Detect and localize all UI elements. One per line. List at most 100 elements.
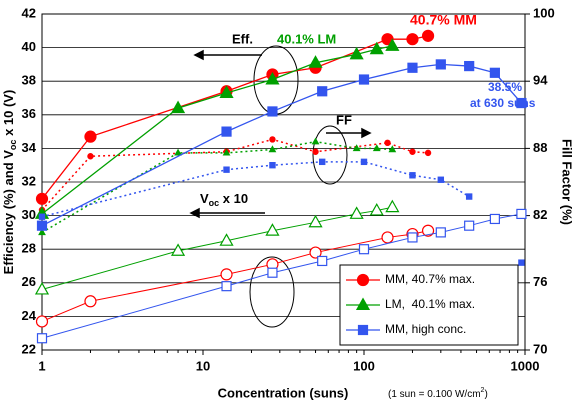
marker	[170, 243, 186, 256]
marker	[358, 244, 370, 255]
series-line	[41, 35, 429, 200]
marker	[518, 259, 525, 266]
marker	[267, 267, 278, 278]
marker	[265, 71, 280, 85]
marker	[174, 148, 182, 156]
marker	[464, 60, 475, 72]
marker	[406, 33, 419, 46]
y-tick-label: 40	[22, 39, 36, 54]
marker	[369, 41, 384, 55]
marker	[317, 255, 328, 267]
y-tick-label: 42	[22, 5, 36, 20]
y-tick-label: 28	[22, 241, 36, 256]
marker	[35, 192, 49, 205]
marker	[516, 208, 527, 220]
marker	[360, 158, 368, 166]
annotation: FF	[336, 112, 352, 127]
y-tick-label: 22	[22, 341, 36, 356]
y-tick-label: 34	[22, 140, 37, 155]
marker	[309, 246, 322, 259]
marker	[221, 126, 232, 137]
marker	[265, 223, 280, 236]
marker	[409, 172, 416, 179]
marker	[267, 106, 278, 117]
y-tick-label: 24	[22, 308, 37, 323]
marker	[407, 62, 418, 73]
x-tick-label: 10	[196, 358, 210, 373]
series-line	[41, 213, 522, 339]
marker	[311, 137, 320, 145]
annotation: 38.5%	[488, 80, 522, 94]
marker	[424, 149, 432, 157]
y2-tick-label: 94	[533, 73, 548, 88]
marker	[369, 203, 384, 216]
marker	[84, 295, 97, 308]
marker	[357, 324, 369, 336]
guides	[189, 45, 372, 328]
marker	[38, 213, 46, 220]
marker	[388, 145, 397, 153]
legend-label: MM, 40.7% max.	[385, 272, 475, 286]
annotation: Voc x 10	[200, 191, 248, 208]
marker	[372, 144, 381, 152]
marker	[36, 220, 48, 231]
annotation: Eff.	[232, 31, 253, 46]
marker	[358, 74, 370, 85]
y-axis-label: Efficiency (%) and Voc x 10 (V)	[1, 90, 18, 275]
marker	[308, 55, 323, 68]
marker	[38, 228, 46, 236]
marker	[385, 199, 400, 213]
marker	[220, 268, 233, 281]
marker	[435, 59, 446, 70]
marker	[489, 67, 500, 78]
marker	[318, 158, 326, 166]
plot: 22 24 26 28 30 32 34 36 38 40 42 70 76 82 88 94 100 1 10 10…	[22, 5, 555, 373]
marker	[355, 297, 371, 310]
series-line	[41, 63, 522, 227]
marker	[170, 100, 186, 114]
marker	[384, 139, 391, 146]
y2-tick-label: 82	[533, 207, 547, 222]
marker	[407, 232, 418, 243]
x-tick-label: 1	[38, 358, 45, 373]
marker	[219, 233, 234, 246]
marker	[269, 162, 276, 169]
x-axis-label: Concentration (suns)	[218, 385, 349, 400]
annotation: 40.7% MM	[410, 12, 477, 28]
y-tick-label: 30	[22, 207, 36, 222]
y2-tick-label: 70	[533, 341, 547, 356]
marker	[349, 46, 364, 60]
x-note: (1 sun = 0.100 W/cm2)	[388, 387, 488, 400]
annotation: 40.1% LM	[277, 31, 336, 46]
legend-label: MM, high conc.	[385, 322, 466, 336]
marker	[489, 213, 500, 225]
y-tick-label: 32	[22, 173, 36, 188]
y-tick-label: 36	[22, 106, 36, 121]
marker	[34, 281, 50, 295]
series-line	[41, 45, 393, 215]
series-line	[41, 140, 393, 234]
marker	[222, 148, 231, 156]
marker	[516, 97, 527, 109]
marker	[35, 315, 49, 328]
marker	[352, 144, 361, 152]
marker	[268, 145, 277, 153]
marker	[385, 38, 400, 51]
marker	[36, 333, 48, 344]
y2-tick-label: 100	[533, 5, 555, 20]
marker	[312, 148, 319, 155]
y2-axis-label: Fill Factor (%)	[560, 139, 575, 225]
marker	[269, 136, 276, 143]
marker	[435, 227, 446, 238]
legend-label: LM, 40.1% max.	[385, 297, 475, 311]
y2-tick-label: 88	[533, 140, 547, 155]
y2-tick-label: 76	[533, 274, 547, 289]
marker	[223, 166, 230, 173]
plot-frame	[41, 13, 526, 351]
marker	[84, 130, 97, 143]
marker	[464, 220, 475, 231]
marker	[409, 148, 416, 155]
marker	[381, 33, 394, 46]
marker	[421, 224, 435, 237]
